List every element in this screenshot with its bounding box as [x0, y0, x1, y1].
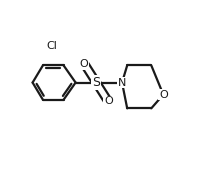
Text: O: O	[159, 90, 168, 100]
Text: Cl: Cl	[46, 41, 57, 51]
Text: S: S	[92, 76, 100, 89]
Text: O: O	[104, 96, 113, 106]
Text: N: N	[118, 78, 126, 88]
Text: O: O	[80, 59, 89, 69]
